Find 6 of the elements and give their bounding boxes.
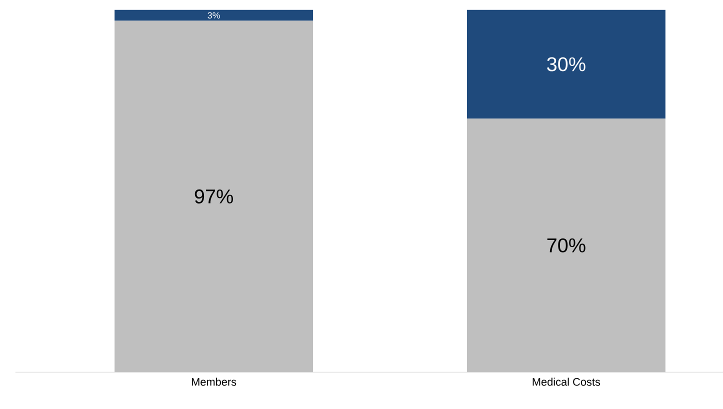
- data-label: 3%: [208, 12, 220, 19]
- data-label: 30%: [547, 57, 586, 72]
- x-tick-label: Members: [192, 378, 236, 386]
- x-tick-label: Medical Costs: [532, 378, 600, 386]
- data-label: 97%: [194, 189, 233, 204]
- data-label: 70%: [547, 238, 586, 252]
